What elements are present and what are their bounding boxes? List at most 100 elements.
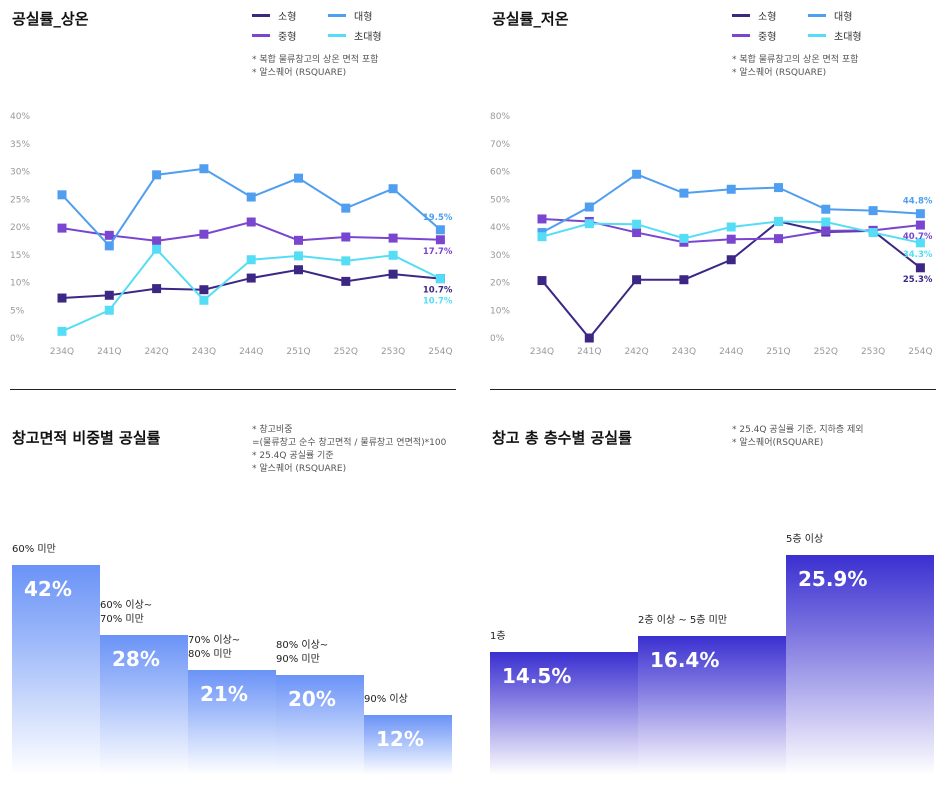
x-tick-label: 251Q: [766, 347, 790, 357]
data-point: [435, 235, 445, 245]
note-line: * 25.4Q 공실률 기준, 지하층 제외: [732, 425, 864, 435]
bar-value-label: 20%: [288, 687, 336, 711]
note-line: * 알스퀘어 (RSQUARE): [252, 464, 347, 474]
legend-swatch: [808, 14, 826, 17]
y-tick-label: 50%: [490, 195, 510, 205]
data-point: [199, 164, 209, 174]
x-tick-label: 244Q: [719, 347, 743, 357]
data-point: [341, 276, 351, 286]
data-point: [388, 233, 398, 243]
end-value-label: 10.7%: [423, 286, 453, 296]
end-value-label: 40.7%: [903, 232, 933, 242]
data-point: [537, 232, 547, 242]
bar: 12%: [364, 715, 452, 775]
y-tick-label: 0%: [490, 334, 505, 344]
panel-floor-count-vacancy: 창고 총 층수별 공실률 * 25.4Q 공실률 기준, 지하층 제외 * 알스…: [480, 405, 950, 798]
legend-item: 중형: [252, 28, 296, 43]
bar-category-line: 90% 미만: [276, 654, 320, 665]
x-tick-label: 252Q: [814, 347, 838, 357]
x-tick-label: 241Q: [577, 347, 601, 357]
legend-label: 중형: [278, 32, 297, 43]
data-point: [915, 220, 925, 230]
x-tick-label: 242Q: [624, 347, 648, 357]
legend-item: 중형: [732, 28, 776, 43]
divider: [10, 389, 456, 390]
x-tick-label: 254Q: [908, 347, 932, 357]
legend-label: 초대형: [354, 32, 382, 43]
legend-item: 대형: [328, 8, 372, 23]
y-tick-label: 25%: [10, 195, 30, 205]
data-point: [537, 276, 547, 286]
data-point: [152, 244, 162, 254]
data-point: [388, 269, 398, 279]
legend-item: 소형: [252, 8, 296, 23]
data-point: [632, 219, 642, 229]
x-tick-label: 241Q: [97, 347, 121, 357]
legend-label: 대형: [834, 12, 853, 23]
x-tick-label: 251Q: [286, 347, 310, 357]
bar-value-label: 21%: [200, 682, 248, 706]
y-tick-label: 20%: [10, 223, 30, 233]
data-point: [57, 190, 67, 200]
bar-value-label: 14.5%: [502, 663, 572, 688]
data-point: [341, 256, 351, 266]
y-tick-label: 40%: [490, 223, 510, 233]
chart-notes: * 복합 물류창고의 상온 면적 포함 * 알스퀘어 (RSQUARE): [732, 54, 858, 80]
data-point: [726, 255, 736, 265]
data-point: [246, 255, 256, 265]
y-tick-label: 40%: [10, 112, 30, 122]
y-tick-label: 10%: [490, 306, 510, 316]
y-tick-label: 15%: [10, 251, 30, 261]
x-tick-label: 244Q: [239, 347, 263, 357]
data-point: [915, 238, 925, 248]
data-point: [537, 214, 547, 224]
panel-cold-vacancy: 공실률_저온 소형 대형 중형 초대형 * 복합 물류창고의 상온 면적 포함 * 알…: [480, 0, 950, 395]
bar-category-line: 70% 이상~: [188, 635, 241, 646]
data-point: [246, 192, 256, 202]
legend-label: 소형: [278, 12, 297, 23]
legend-swatch: [328, 34, 346, 37]
note-line: * 복합 물류창고의 상온 면적 포함: [732, 55, 859, 65]
bar-category-line: 60% 미만: [12, 544, 56, 555]
data-point: [199, 295, 209, 305]
step-chart: 14.5% 1층 16.4% 2층 이상 ~ 5층 미만 25.9% 5층 이상: [480, 405, 950, 798]
data-point: [246, 217, 256, 227]
bar-category-line: 2층 이상 ~ 5층 미만: [638, 614, 728, 626]
end-value-label: 25.3%: [903, 275, 933, 285]
chart-notes: * 복합 물류창고의 상온 면적 포함 * 알스퀘어 (RSQUARE): [252, 54, 378, 80]
end-value-label: 17.7%: [423, 247, 453, 257]
note-line: * 창고비중: [252, 425, 293, 435]
end-value-label: 10.7%: [423, 297, 453, 307]
legend-swatch: [252, 14, 270, 17]
data-point: [57, 223, 67, 233]
data-point: [104, 305, 114, 315]
legend-item: 초대형: [328, 28, 382, 43]
end-value-label: 34.3%: [903, 250, 933, 260]
chart-notes: * 25.4Q 공실률 기준, 지하층 제외 * 알스퀘어(RSQUARE): [732, 424, 864, 450]
legend-label: 중형: [758, 32, 777, 43]
data-point: [774, 183, 783, 193]
data-point: [104, 241, 114, 251]
end-value-label: 44.8%: [903, 197, 933, 207]
data-point: [341, 232, 351, 242]
x-tick-label: 234Q: [50, 347, 74, 357]
x-tick-label: 243Q: [672, 347, 696, 357]
divider: [490, 389, 936, 390]
data-point: [679, 275, 689, 285]
end-value-label: 19.5%: [423, 213, 453, 223]
line-chart-room-temp: 0% 5% 10% 15% 20% 25% 30% 35% 40% 234Q 241Q 242Q 243…: [10, 112, 453, 357]
bar-value-label: 28%: [112, 647, 160, 671]
data-point: [152, 170, 162, 180]
data-point: [915, 263, 925, 273]
y-tick-label: 30%: [490, 251, 510, 261]
note-line: =(물류창고 순수 창고면적 / 물류창고 연면적)*100: [252, 438, 447, 448]
bar-value-label: 25.9%: [798, 566, 868, 591]
y-tick-label: 60%: [490, 168, 510, 178]
chart-title: 공실률_저온: [492, 10, 569, 28]
y-tick-label: 20%: [490, 279, 510, 289]
note-line: * 알스퀘어 (RSQUARE): [252, 68, 347, 78]
data-point: [774, 234, 783, 244]
data-point: [584, 333, 594, 343]
x-tick-label: 253Q: [861, 347, 885, 357]
data-point: [821, 217, 831, 227]
